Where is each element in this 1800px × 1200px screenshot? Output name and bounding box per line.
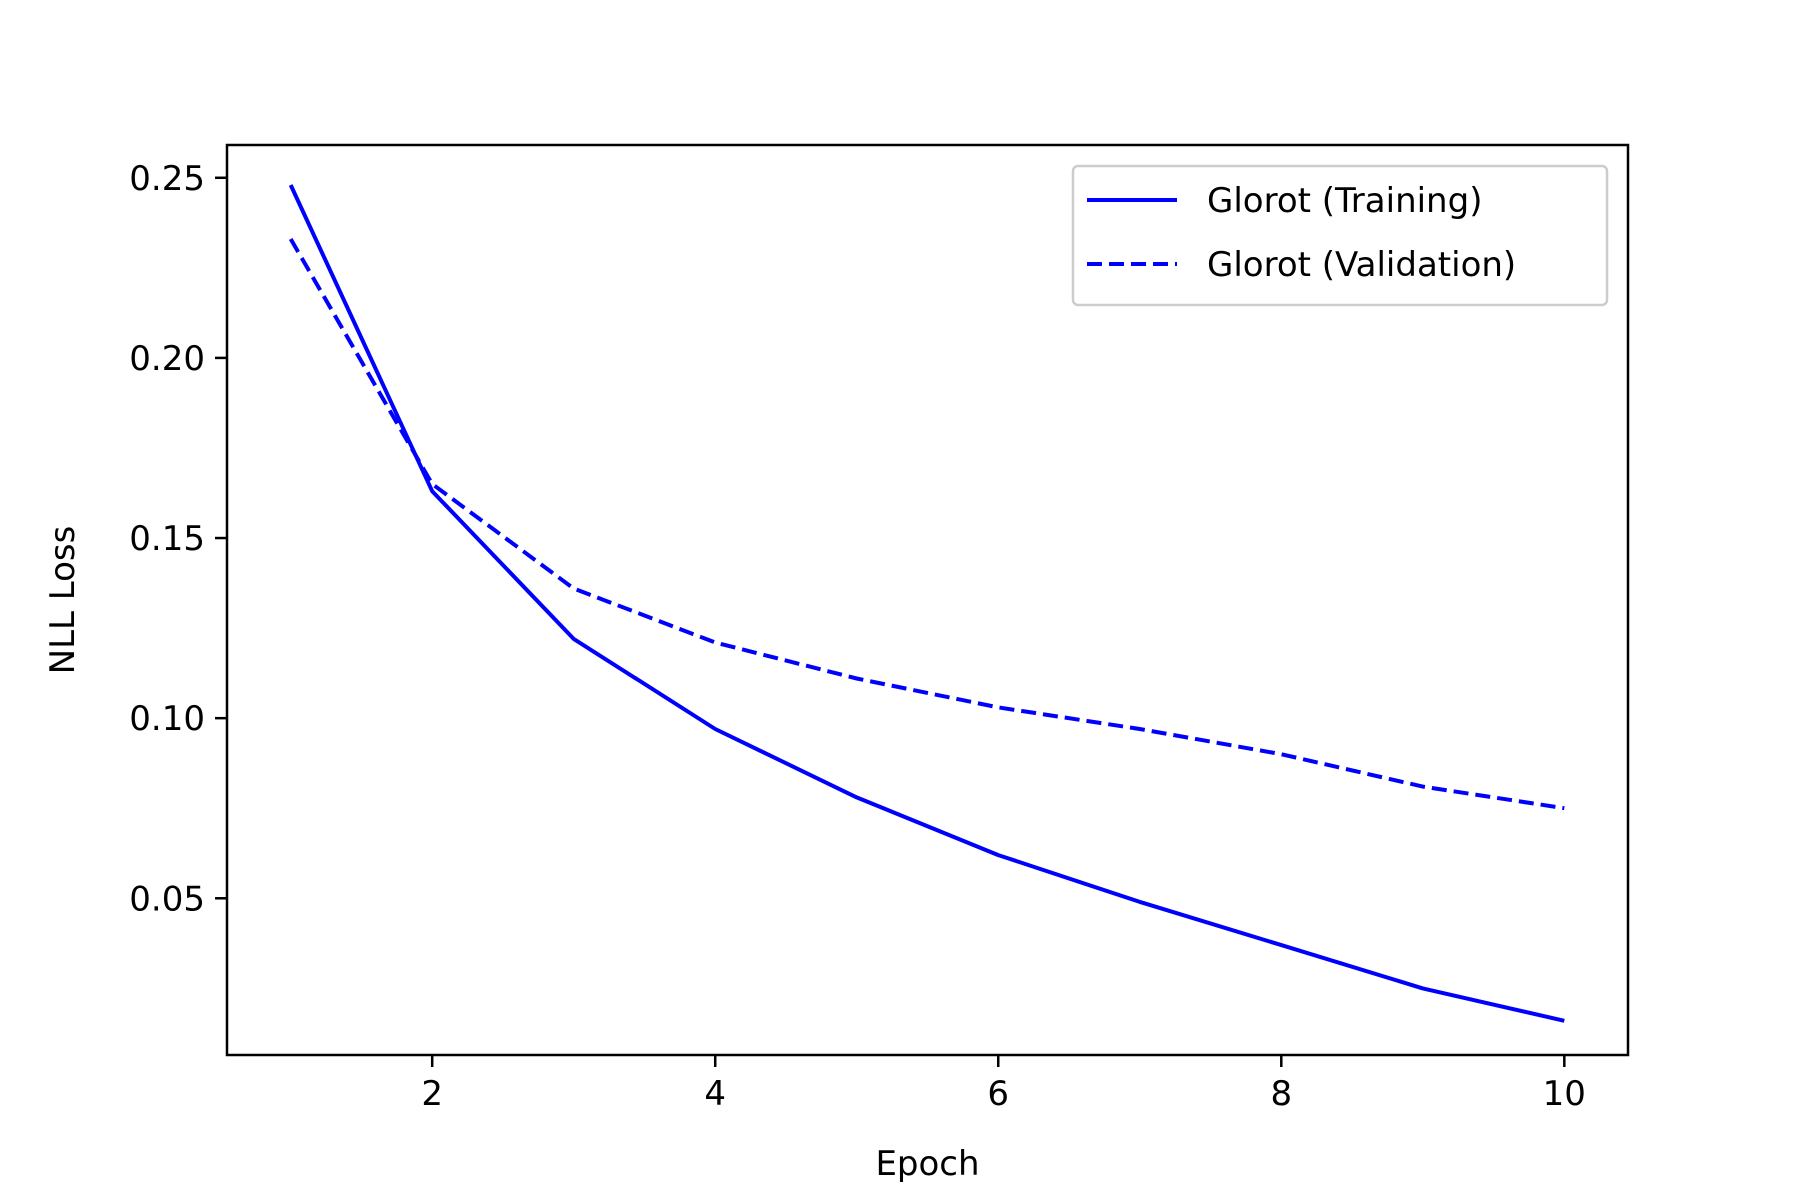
y-tick-label: 0.15 (129, 519, 205, 559)
x-tick-label: 2 (421, 1074, 443, 1114)
y-tick-label: 0.05 (129, 879, 205, 919)
y-axis-label: NLL Loss (43, 526, 83, 675)
series-line-training (288, 184, 1565, 1023)
y-tick-label: 0.10 (129, 699, 205, 739)
y-tick-label: 0.20 (129, 339, 205, 379)
x-tick-label: 4 (704, 1074, 726, 1114)
x-tick-label: 8 (1270, 1074, 1292, 1114)
y-tick-label: 0.25 (129, 159, 205, 199)
x-axis-label: Epoch (875, 1144, 979, 1184)
legend-box (1071, 164, 1609, 307)
plot-frame (225, 143, 1630, 1057)
series-line-validation (288, 237, 1565, 811)
x-tick-label: 10 (1543, 1074, 1586, 1114)
x-axis: 2 4 6 8 10 (421, 1055, 1586, 1114)
legend: Glorot (Training) Glorot (Validation) (1071, 164, 1609, 307)
series-layer (288, 184, 1565, 1023)
x-tick-label: 6 (987, 1074, 1009, 1114)
legend-label-validation: Glorot (Validation) (1207, 245, 1516, 285)
legend-label-training: Glorot (Training) (1207, 181, 1482, 221)
y-axis: 0.05 0.10 0.15 0.20 0.25 (129, 159, 227, 919)
